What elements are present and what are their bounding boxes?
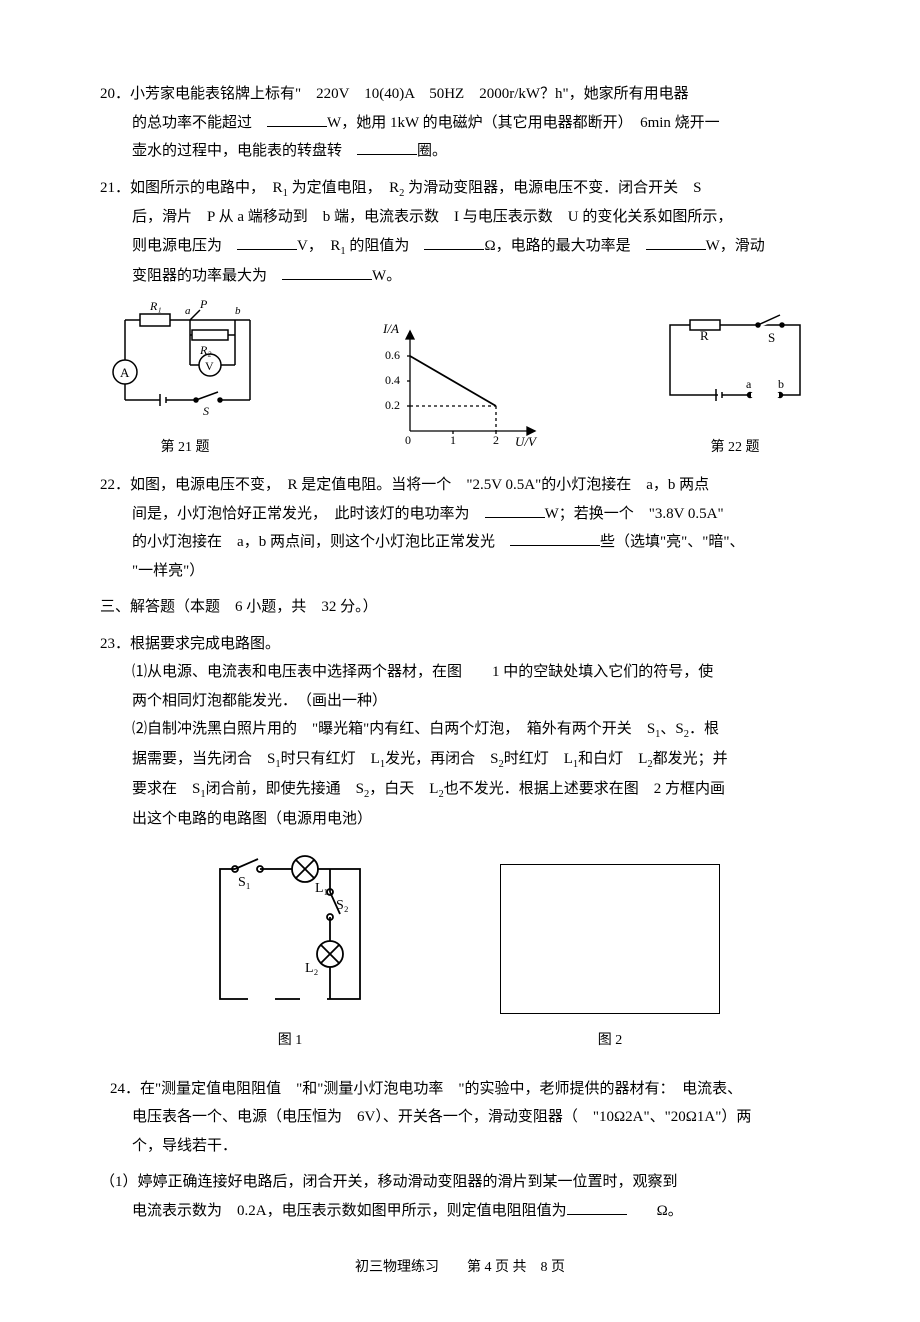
question-24: 24．在"测量定值电阻阻值 "和"测量小灯泡电功率 "的实验中，老师提供的器材有…	[100, 1075, 820, 1161]
svg-text:R: R	[700, 328, 709, 343]
chart-21: I/A U/V 0.6 0.4 0.2 0 1 2	[375, 321, 545, 462]
svg-text:S: S	[768, 330, 775, 345]
svg-text:0.4: 0.4	[385, 373, 400, 387]
blank[interactable]	[237, 235, 297, 250]
svg-text:b: b	[235, 305, 241, 317]
svg-text:S: S	[203, 404, 209, 418]
svg-text:0.2: 0.2	[385, 398, 400, 412]
circuit-21: R₁ a P b R₂ V A	[100, 300, 270, 461]
q-num: 23．	[100, 636, 130, 652]
blank[interactable]	[267, 112, 327, 127]
svg-text:a: a	[746, 377, 752, 391]
blank[interactable]	[424, 235, 484, 250]
section-3-title: 三、解答题（本题 6 小题，共 32 分。）	[100, 593, 820, 622]
fig-caption: 第 21 题	[100, 435, 270, 462]
question-22: 22．如图，电源电压不变， R 是定值电阻。当将一个 "2.5V 0.5A"的小…	[100, 471, 820, 585]
q-num: 21．	[100, 180, 130, 196]
question-23: 23．根据要求完成电路图。 ⑴从电源、电流表和电压表中选择两个器材，在图 1 中…	[100, 630, 820, 834]
q-num: 22．	[100, 477, 130, 493]
fig-caption: 第 22 题	[650, 435, 820, 462]
empty-box[interactable]	[500, 864, 720, 1014]
svg-text:I/A: I/A	[382, 321, 399, 336]
svg-text:P: P	[199, 300, 208, 311]
fig-caption: 图 2	[500, 1028, 720, 1055]
svg-text:2: 2	[493, 433, 499, 447]
svg-text:S₁: S₁	[238, 875, 251, 890]
circuit-23-fig1: S₁ L₁ S₂ L₂ 图 1	[200, 854, 380, 1055]
q-num: 24．	[110, 1081, 140, 1097]
svg-text:A: A	[120, 365, 130, 380]
svg-text:L₁: L₁	[315, 881, 328, 896]
svg-text:b: b	[778, 377, 784, 391]
svg-text:0.6: 0.6	[385, 348, 400, 362]
question-21: 21．如图所示的电路中， R1 为定值电阻， R2 为滑动变阻器，电源电压不变．…	[100, 174, 820, 291]
svg-text:S₂: S₂	[336, 898, 349, 913]
circuit-22: R S a b 第 22 题	[650, 310, 820, 461]
svg-text:U/V: U/V	[515, 434, 538, 449]
svg-text:1: 1	[450, 433, 456, 447]
svg-text:R₁: R₁	[149, 300, 162, 313]
fig-caption: 图 1	[200, 1028, 380, 1055]
q24-sub1: （1）婷婷正确连接好电路后，闭合开关，移动滑动变阻器的滑片到某一位置时，观察到 …	[100, 1168, 820, 1225]
svg-text:0: 0	[405, 433, 411, 447]
blank[interactable]	[646, 235, 706, 250]
figures-row-21-22: R₁ a P b R₂ V A	[100, 300, 820, 461]
blank[interactable]	[510, 531, 600, 546]
svg-text:L₂: L₂	[305, 961, 319, 976]
svg-text:V: V	[205, 359, 214, 373]
circuit-23-fig2: 图 2	[500, 864, 720, 1055]
blank[interactable]	[282, 265, 372, 280]
blank[interactable]	[567, 1200, 627, 1215]
figures-row-23: S₁ L₁ S₂ L₂ 图 1	[140, 854, 780, 1055]
q-num: 20．	[100, 86, 130, 102]
page-footer: 初三物理练习 第 4 页 共 8 页	[100, 1255, 820, 1282]
question-20: 20．小芳家电能表铭牌上标有" 220V 10(40)A 50HZ 2000r/…	[100, 80, 820, 166]
blank[interactable]	[485, 503, 545, 518]
svg-text:a: a	[185, 305, 191, 317]
blank[interactable]	[357, 140, 417, 155]
